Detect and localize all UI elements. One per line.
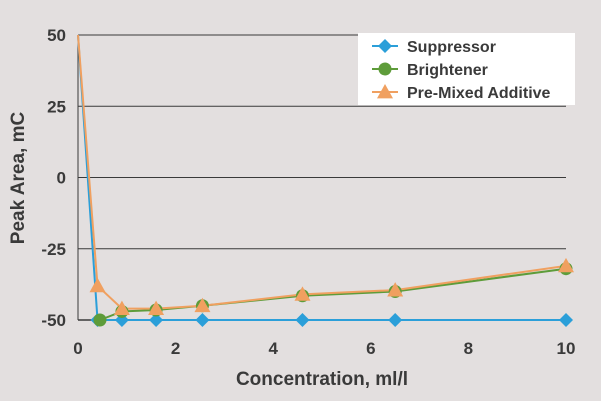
triangle-marker xyxy=(558,257,574,273)
x-tick-label: 4 xyxy=(268,339,278,358)
circle-marker xyxy=(93,313,107,327)
diamond-marker xyxy=(388,313,403,327)
y-axis-title: Peak Area, mC xyxy=(8,112,29,245)
diamond-marker xyxy=(378,39,392,53)
legend: Suppressor Brightener Pre-Mixed Additive xyxy=(358,33,575,105)
diamond-marker xyxy=(149,313,164,327)
circle-marker xyxy=(378,62,392,76)
y-tick-label: 0 xyxy=(57,169,66,188)
x-tick-label: 10 xyxy=(557,339,576,358)
x-tick-label: 6 xyxy=(366,339,375,358)
x-tick-label: 8 xyxy=(464,339,473,358)
legend-label: Brightener xyxy=(407,62,488,79)
diamond-marker xyxy=(295,313,310,327)
triangle-marker xyxy=(89,277,106,293)
y-tick-label: -50 xyxy=(41,311,66,330)
triangle-marker xyxy=(148,300,165,315)
triangle-marker xyxy=(377,84,393,99)
triangle-marker xyxy=(387,282,404,297)
triangle-marker xyxy=(294,286,311,301)
legend-label: Pre-Mixed Additive xyxy=(407,85,551,102)
x-tick-label: 0 xyxy=(73,339,82,358)
x-tick-label: 2 xyxy=(171,339,180,358)
x-tick-labels: 0 2 4 6 8 10 xyxy=(73,339,575,358)
y-tick-label: 50 xyxy=(47,26,66,45)
diamond-marker xyxy=(195,313,210,327)
triangle-marker xyxy=(194,297,211,313)
x-axis-title: Concentration, ml/l xyxy=(236,369,408,390)
legend-items: Suppressor Brightener Pre-Mixed Additive xyxy=(372,39,551,102)
y-tick-label: 25 xyxy=(47,97,66,116)
diamond-marker xyxy=(559,313,573,327)
triangle-marker xyxy=(113,300,130,315)
y-tick-labels: 50 25 0 -25 -50 xyxy=(41,26,66,330)
y-tick-label: -25 xyxy=(41,240,66,259)
legend-label: Suppressor xyxy=(407,39,496,56)
series-markers xyxy=(89,257,574,327)
